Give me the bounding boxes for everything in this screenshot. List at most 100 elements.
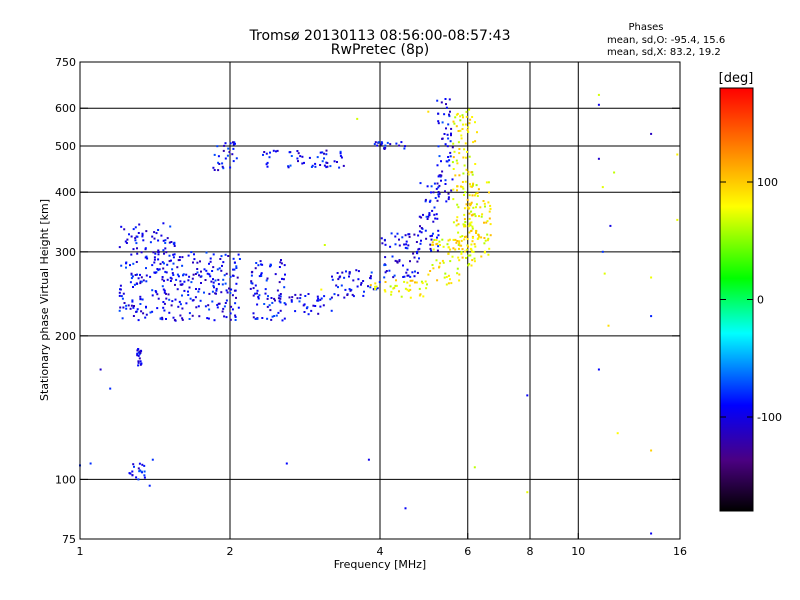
data-point	[403, 280, 406, 283]
data-point	[223, 144, 226, 147]
data-point	[301, 162, 304, 165]
data-point	[222, 149, 225, 152]
data-point	[257, 264, 260, 267]
data-point	[461, 181, 464, 183]
data-point	[254, 292, 257, 295]
data-point	[467, 264, 470, 267]
data-point	[230, 288, 233, 291]
data-point	[233, 141, 236, 144]
data-point	[140, 251, 143, 254]
data-point	[179, 280, 182, 283]
data-point	[314, 165, 317, 168]
data-point	[157, 253, 160, 256]
data-point	[330, 296, 333, 299]
data-point	[321, 151, 324, 154]
data-point	[475, 229, 478, 232]
data-point	[165, 292, 167, 295]
data-point	[284, 303, 287, 306]
grid	[80, 62, 680, 539]
data-point	[453, 122, 456, 125]
data-point	[163, 309, 166, 312]
data-point	[177, 259, 180, 262]
data-point	[451, 255, 454, 258]
data-point	[431, 234, 433, 237]
data-point	[254, 317, 257, 320]
data-point	[213, 319, 216, 322]
data-point	[470, 214, 473, 217]
data-point	[420, 280, 423, 283]
data-point	[277, 297, 280, 300]
data-point	[222, 261, 225, 264]
data-point	[465, 257, 467, 259]
data-point	[436, 182, 439, 185]
data-point	[208, 273, 211, 276]
data-point	[320, 297, 323, 300]
data-point	[432, 191, 435, 194]
data-point	[207, 304, 210, 307]
data-point	[395, 284, 398, 287]
data-point	[448, 164, 451, 167]
data-point	[487, 181, 490, 184]
data-point	[142, 312, 145, 315]
data-point	[156, 293, 159, 296]
data-point	[139, 352, 142, 354]
data-point	[224, 142, 227, 145]
data-point	[144, 247, 147, 250]
data-point	[481, 213, 484, 216]
data-point	[456, 189, 458, 192]
data-point	[471, 240, 474, 243]
data-point	[221, 165, 224, 168]
data-point	[149, 311, 152, 314]
data-point	[125, 266, 127, 269]
stats-heading: Phases	[628, 22, 663, 33]
data-point	[221, 264, 223, 267]
data-point	[471, 116, 474, 118]
x-axis-label: Frequency [MHz]	[334, 558, 426, 571]
data-point	[137, 467, 140, 470]
data-point	[348, 275, 350, 278]
data-point	[188, 312, 191, 315]
data-point	[231, 294, 234, 297]
data-point	[200, 270, 202, 273]
data-point	[132, 248, 135, 251]
data-point	[453, 150, 456, 153]
data-point	[161, 318, 164, 321]
data-point	[258, 294, 261, 297]
data-point	[435, 239, 438, 241]
data-point	[488, 210, 491, 213]
data-point	[436, 236, 438, 239]
data-point	[135, 261, 138, 263]
data-point	[458, 152, 461, 155]
data-point	[418, 257, 420, 260]
data-point	[165, 271, 168, 274]
data-point	[335, 284, 338, 287]
data-point	[445, 276, 448, 278]
data-point	[449, 151, 452, 154]
data-point	[138, 223, 141, 226]
data-point	[252, 316, 255, 319]
data-point	[436, 99, 439, 102]
data-point	[232, 274, 235, 277]
data-point	[458, 240, 460, 243]
data-point	[416, 271, 419, 274]
data-point	[183, 280, 186, 283]
data-point	[489, 204, 492, 207]
data-point	[406, 247, 409, 250]
data-point	[373, 143, 376, 146]
data-point	[428, 200, 431, 203]
data-point	[139, 360, 142, 363]
data-point	[455, 125, 458, 128]
data-point	[125, 307, 128, 310]
data-point	[463, 218, 466, 221]
data-point	[164, 242, 167, 244]
data-point	[211, 300, 214, 303]
data-point	[337, 286, 339, 289]
data-point	[118, 246, 121, 249]
data-point	[194, 296, 197, 299]
data-point	[475, 184, 478, 187]
data-point	[601, 186, 604, 189]
data-point	[443, 276, 446, 279]
data-point	[278, 294, 281, 297]
data-point	[429, 243, 432, 246]
data-point	[252, 287, 255, 290]
